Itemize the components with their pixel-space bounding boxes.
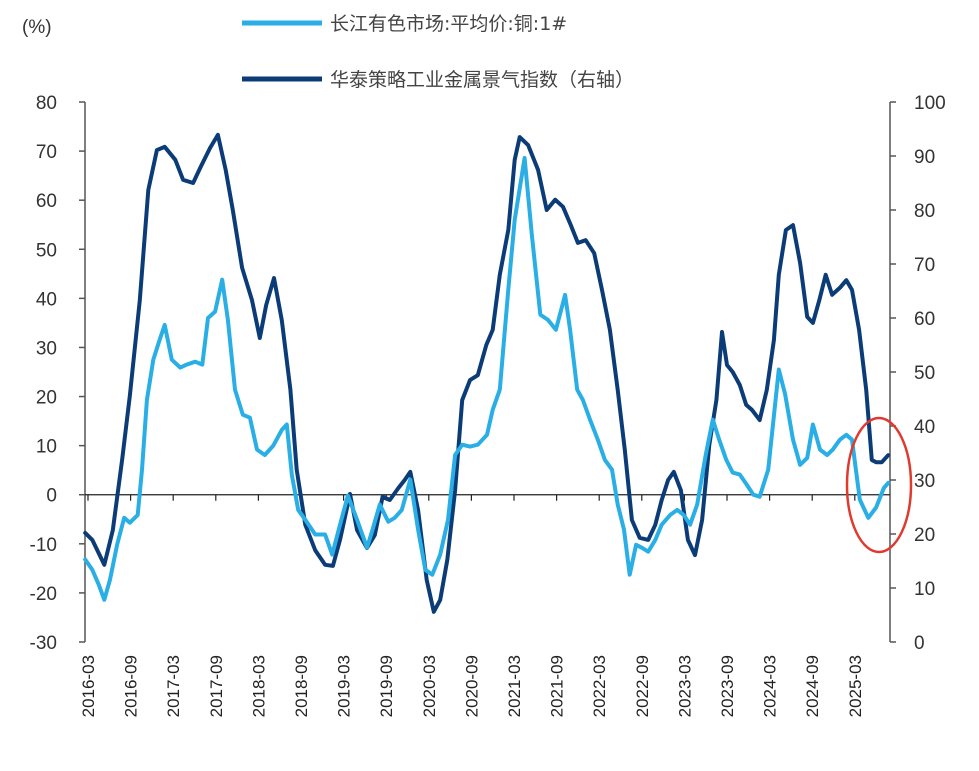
left-axis-tick-label: 20 [36,388,57,409]
x-axis-tick-label: 2025-03 [846,655,865,717]
x-axis-tick-label: 2020-09 [462,655,481,717]
right-axis-tick-label: 10 [914,579,935,600]
highlight-ellipse-annotation [845,416,913,554]
x-axis-tick-label: 2018-09 [292,655,311,717]
right-axis-tick-label: 100 [914,93,946,114]
x-axis-tick-label: 2022-03 [590,655,609,717]
right-axis-tick-label: 40 [914,417,935,438]
left-axis-tick-label: 40 [36,289,57,310]
x-axis-tick-label: 2016-09 [122,655,141,717]
legend-item-metal-index: 华泰策略工业金属景气指数（右轴） [242,69,634,91]
x-axis-tick-label: 2023-03 [675,655,694,717]
x-axis-tick-label: 2019-09 [377,655,396,717]
left-axis-tick-label: 30 [36,338,57,359]
left-axis-tick-label: 80 [36,93,57,114]
right-axis-tick-label: 60 [914,309,935,330]
left-axis-tick-label: -10 [30,535,57,556]
x-axis-tick-label: 2024-09 [803,655,822,717]
right-axis-tick-label: 30 [914,471,935,492]
x-axis-tick-label: 2017-03 [164,655,183,717]
x-axis-tick-label: 2022-09 [633,655,652,717]
left-axis-tick-label: 60 [36,191,57,212]
right-axis-tick-label: 90 [914,147,935,168]
x-axis: 2016-03 2016-09 2017-03 2017-09 2018-03 2018-… [79,494,890,717]
copper-price-line [83,156,891,602]
x-axis-tick-label: 2023-09 [718,655,737,717]
left-y-axis: 80 70 60 50 40 30 20 10 0 -10 -20 -30 [30,93,86,654]
right-axis-tick-label: 0 [914,633,925,654]
x-axis-tick-label: 2021-03 [505,655,524,717]
legend-label-metal-index: 华泰策略工业金属景气指数（右轴） [330,69,634,91]
left-axis-tick-label: -30 [30,633,57,654]
legend-label-copper-price: 长江有色市场:平均价:铜:1# [330,13,567,35]
right-axis-tick-label: 50 [914,363,935,384]
metal-index-line [83,132,891,614]
left-axis-tick-label: -20 [30,584,57,605]
series-layer [83,132,891,614]
right-axis-tick-label: 70 [914,255,935,276]
right-axis-tick-label: 80 [914,201,935,222]
x-axis-tick-label: 2018-03 [249,655,268,717]
right-axis-tick-label: 20 [914,525,935,546]
left-axis-unit-label: (%) [22,17,52,38]
left-axis-tick-label: 50 [36,240,57,261]
x-axis-tick-label: 2024-03 [761,655,780,717]
left-axis-tick-label: 70 [36,142,57,163]
left-axis-tick-label: 10 [36,437,57,458]
x-axis-tick-label: 2016-03 [79,655,98,717]
legend: 长江有色市场:平均价:铜:1# 华泰策略工业金属景气指数（右轴） [242,13,634,91]
x-axis-tick-label: 2021-09 [548,655,567,717]
legend-item-copper-price: 长江有色市场:平均价:铜:1# [242,13,567,35]
x-axis-tick-label: 2019-03 [335,655,354,717]
x-axis-tick-label: 2020-03 [420,655,439,717]
left-axis-tick-label: 0 [46,486,57,507]
x-axis-tick-label: 2017-09 [207,655,226,717]
